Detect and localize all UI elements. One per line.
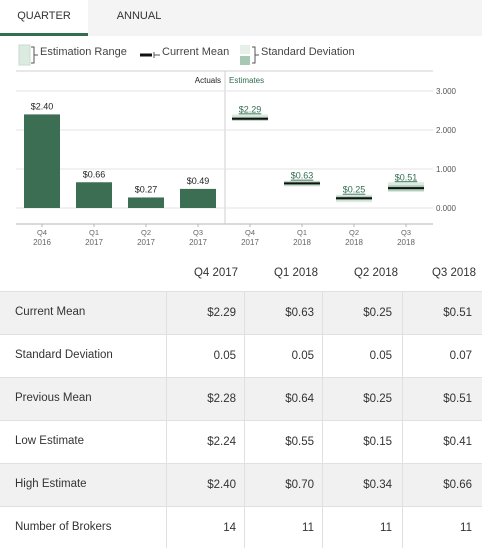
y-tick-label: 1.000 bbox=[436, 165, 457, 174]
table-row: Current Mean $2.29 $0.63 $0.25 $0.51 bbox=[0, 291, 482, 335]
actual-bar bbox=[128, 197, 164, 208]
actual-value-label: $0.27 bbox=[135, 184, 158, 194]
x-tick-year-label: 2017 bbox=[137, 238, 155, 247]
row-label: Standard Deviation bbox=[15, 349, 113, 361]
header-q2-2018: Q2 2018 bbox=[353, 267, 399, 279]
x-tick-year-label: 2018 bbox=[397, 238, 415, 247]
x-tick-year-label: 2018 bbox=[345, 238, 363, 247]
estimate-value-label: $2.29 bbox=[239, 104, 262, 114]
table-cell: 11 bbox=[402, 507, 480, 548]
actuals-label: Actuals bbox=[195, 76, 221, 85]
actual-value-label: $2.40 bbox=[31, 101, 54, 111]
x-tick-quarter-label: Q3 bbox=[193, 228, 203, 237]
table-cell: 0.05 bbox=[244, 335, 322, 378]
table-row: Low Estimate $2.24 $0.55 $0.15 $0.41 bbox=[0, 420, 482, 464]
x-tick-quarter-label: Q1 bbox=[89, 228, 99, 237]
stddev-swatch-icon bbox=[240, 45, 259, 65]
estimates-table: Q4 2017 Q1 2018 Q2 2018 Q3 2018 Current … bbox=[0, 260, 482, 548]
row-label: High Estimate bbox=[15, 478, 87, 490]
x-tick-year-label: 2017 bbox=[241, 238, 259, 247]
table-cell: $2.40 bbox=[166, 464, 244, 507]
table-cell: $0.15 bbox=[322, 421, 400, 464]
eps-chart: 3.000 2.000 1.000 0.000 Actuals Estimates $2.4… bbox=[0, 68, 482, 258]
table-cell: $0.63 bbox=[244, 292, 322, 335]
table-cell: $0.51 bbox=[402, 292, 480, 335]
table-cell: $0.41 bbox=[402, 421, 480, 464]
x-tick-year-label: 2017 bbox=[189, 238, 207, 247]
estimate-value-label: $0.63 bbox=[291, 171, 314, 181]
header-q4-2017: Q4 2017 bbox=[193, 267, 239, 279]
period-tabs: QUARTER ANNUAL bbox=[0, 0, 482, 36]
table-cell: $0.55 bbox=[244, 421, 322, 464]
actual-value-label: $0.49 bbox=[187, 176, 210, 186]
x-tick-quarter-label: Q4 bbox=[245, 228, 255, 237]
legend-range-label: Estimation Range bbox=[40, 46, 127, 58]
x-tick-quarter-label: Q4 bbox=[37, 228, 47, 237]
table-cell: $0.51 bbox=[402, 378, 480, 421]
tab-quarter[interactable]: QUARTER bbox=[0, 0, 88, 36]
row-label: Previous Mean bbox=[15, 392, 92, 404]
x-tick-quarter-label: Q2 bbox=[349, 228, 359, 237]
x-tick-quarter-label: Q3 bbox=[401, 228, 411, 237]
table-cell: 14 bbox=[166, 507, 244, 548]
x-tick-quarter-label: Q1 bbox=[297, 228, 307, 237]
table-cell: $0.34 bbox=[322, 464, 400, 507]
actual-bar bbox=[76, 182, 112, 208]
table-cell: 0.05 bbox=[322, 335, 400, 378]
range-swatch-icon bbox=[18, 44, 38, 66]
table-header: Q4 2017 Q1 2018 Q2 2018 Q3 2018 bbox=[0, 260, 482, 291]
header-q3-2018: Q3 2018 bbox=[431, 267, 477, 279]
table-cell: 11 bbox=[244, 507, 322, 548]
table-cell: $2.24 bbox=[166, 421, 244, 464]
mean-line-icon bbox=[140, 52, 160, 58]
table-cell: $0.70 bbox=[244, 464, 322, 507]
table-cell: $0.25 bbox=[322, 378, 400, 421]
eps-chart-svg: 3.000 2.000 1.000 0.000 Actuals Estimates $2.4… bbox=[16, 70, 457, 247]
y-tick-label: 0.000 bbox=[436, 204, 457, 213]
table-cell: $2.28 bbox=[166, 378, 244, 421]
x-tick-year-label: 2017 bbox=[85, 238, 103, 247]
row-label: Number of Brokers bbox=[15, 521, 112, 533]
row-label: Current Mean bbox=[15, 306, 86, 318]
estimates-label: Estimates bbox=[229, 76, 264, 85]
actual-value-label: $0.66 bbox=[83, 169, 106, 179]
row-label: Low Estimate bbox=[15, 435, 85, 447]
table-cell: 11 bbox=[322, 507, 400, 548]
table-row: High Estimate $2.40 $0.70 $0.34 $0.66 bbox=[0, 463, 482, 507]
table-cell: 0.07 bbox=[402, 335, 480, 378]
table-cell: $0.25 bbox=[322, 292, 400, 335]
y-tick-label: 2.000 bbox=[436, 126, 457, 135]
actual-bar bbox=[24, 114, 60, 208]
x-tick-quarter-label: Q2 bbox=[141, 228, 151, 237]
y-tick-label: 3.000 bbox=[436, 87, 457, 96]
header-q1-2018: Q1 2018 bbox=[273, 267, 319, 279]
table-row: Standard Deviation 0.05 0.05 0.05 0.07 bbox=[0, 334, 482, 378]
estimate-value-label: $0.51 bbox=[395, 172, 418, 182]
table-cell: $0.64 bbox=[244, 378, 322, 421]
table-cell: $0.66 bbox=[402, 464, 480, 507]
x-tick-year-label: 2016 bbox=[33, 238, 51, 247]
actual-bar bbox=[180, 188, 216, 208]
table-cell: $2.29 bbox=[166, 292, 244, 335]
tab-annual[interactable]: ANNUAL bbox=[116, 10, 162, 22]
table-cell: 0.05 bbox=[166, 335, 244, 378]
x-tick-year-label: 2018 bbox=[293, 238, 311, 247]
table-row: Number of Brokers 14 11 11 11 bbox=[0, 506, 482, 548]
table-row: Previous Mean $2.28 $0.64 $0.25 $0.51 bbox=[0, 377, 482, 421]
estimate-value-label: $0.25 bbox=[343, 185, 366, 195]
legend-stddev-label: Standard Deviation bbox=[261, 46, 355, 58]
legend-mean-label: Current Mean bbox=[162, 46, 230, 58]
